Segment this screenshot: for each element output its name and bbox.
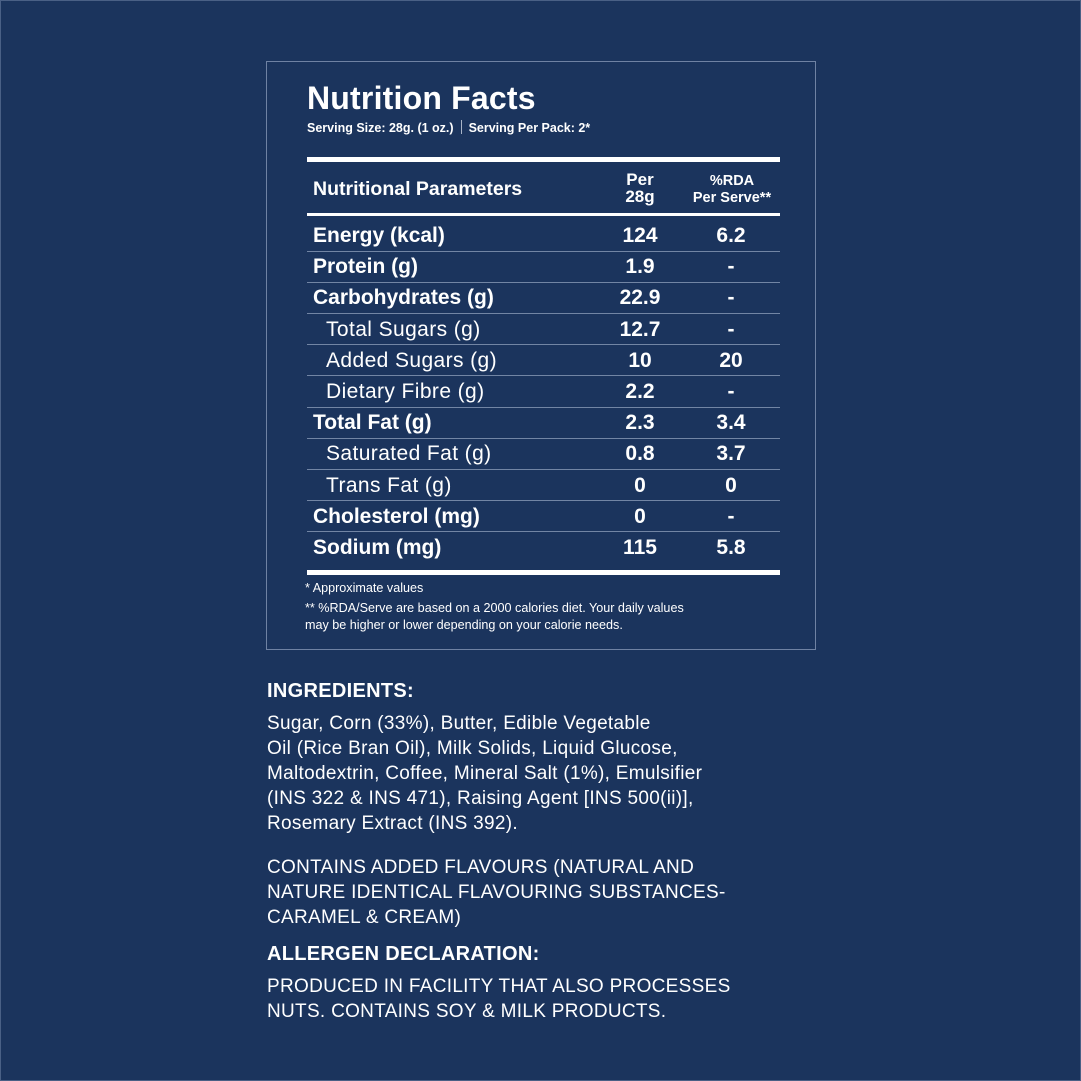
row-divider	[307, 437, 780, 439]
ingredients-line: (INS 322 & INS 471), Raising Agent [INS …	[267, 788, 694, 809]
header-rda: %RDA Per Serve**	[670, 173, 794, 207]
table-row: Total Sugars (g) 12.7 -	[307, 314, 780, 345]
rda-value: 20	[719, 348, 743, 372]
per-28g-value: 115	[623, 536, 657, 559]
table-row: Dietary Fibre (g) 2.2 -	[307, 376, 780, 407]
row-divider	[307, 500, 780, 502]
header-per-line2: 28g	[625, 187, 655, 206]
allergen-line: PRODUCED IN FACILITY THAT ALSO PROCESSES	[267, 976, 731, 997]
row-divider	[307, 250, 780, 252]
flavours-line: CONTAINS ADDED FLAVOURS (NATURAL AND	[267, 857, 695, 878]
serving-per-pack: Serving Per Pack: 2*	[468, 121, 591, 135]
table-row: Total Fat (g) 2.3 3.4	[307, 407, 780, 438]
per-28g-value: 124	[622, 224, 658, 247]
rda-value: -	[727, 317, 735, 341]
ingredients-line: Sugar, Corn (33%), Butter, Edible Vegeta…	[267, 713, 651, 734]
rda-value: -	[727, 255, 735, 279]
row-divider	[307, 344, 780, 346]
per-28g-value: 0.8	[625, 442, 655, 466]
row-divider	[307, 375, 780, 377]
bottom-rule	[307, 570, 780, 575]
row-divider	[307, 312, 780, 314]
header-rule	[307, 213, 780, 216]
nutrient-name: Saturated Fat (g)	[326, 442, 492, 466]
nutrient-name: Cholesterol (mg)	[313, 504, 480, 528]
ingredients-line: Oil (Rice Bran Oil), Milk Solids, Liquid…	[267, 738, 678, 759]
header-per-28g: Per 28g	[600, 171, 680, 205]
rda-value: 5.8	[716, 536, 746, 559]
nutrient-name: Total Sugars (g)	[326, 317, 481, 341]
serving-size: Serving Size: 28g. (1 oz.)	[307, 121, 454, 135]
row-divider	[307, 468, 780, 470]
per-28g-value: 2.2	[625, 380, 655, 403]
row-divider	[307, 281, 780, 283]
table-row: Trans Fat (g) 0 0	[307, 470, 780, 501]
rda-value: 6.2	[716, 224, 746, 247]
nutrient-name: Carbohydrates (g)	[313, 286, 494, 310]
nutrition-facts-panel	[266, 61, 816, 650]
flavours-line: CARAMEL & CREAM)	[267, 907, 462, 928]
header-rda-line1: %RDA	[709, 173, 755, 189]
per-28g-value: 12.7	[619, 317, 661, 341]
table-row: Added Sugars (g) 10 20	[307, 345, 780, 376]
flavours-line: NATURE IDENTICAL FLAVOURING SUBSTANCES-	[267, 882, 726, 903]
nutrient-name: Energy (kcal)	[313, 224, 445, 247]
row-divider	[307, 406, 780, 408]
nutrient-name: Dietary Fibre (g)	[326, 380, 485, 403]
row-divider	[307, 531, 780, 533]
table-row: Sodium (mg) 115 5.8	[307, 532, 780, 563]
rda-value: -	[727, 380, 735, 403]
per-28g-value: 10	[628, 348, 652, 372]
per-28g-value: 0	[634, 473, 646, 497]
per-28g-value: 22.9	[619, 286, 661, 310]
table-row: Saturated Fat (g) 0.8 3.7	[307, 438, 780, 469]
nutrition-title: Nutrition Facts	[307, 80, 536, 116]
header-rda-line2: Per Serve**	[692, 190, 772, 206]
header-nutritional-parameters: Nutritional Parameters	[313, 178, 523, 200]
rda-value: -	[727, 286, 735, 310]
serving-info: Serving Size: 28g. (1 oz.) Serving Per Pa…	[307, 120, 590, 135]
table-row: Carbohydrates (g) 22.9 -	[307, 282, 780, 313]
rda-value: 0	[725, 473, 737, 497]
ingredients-line: Rosemary Extract (INS 392).	[267, 813, 518, 834]
table-row: Energy (kcal) 124 6.2	[307, 220, 780, 251]
rda-value: -	[727, 504, 735, 528]
top-rule	[307, 157, 780, 162]
per-28g-value: 2.3	[625, 411, 655, 435]
serving-separator	[460, 120, 462, 134]
nutrient-name: Protein (g)	[313, 255, 418, 279]
allergen-heading: ALLERGEN DECLARATION:	[267, 943, 540, 965]
nutrient-name: Total Fat (g)	[313, 411, 432, 435]
table-row: Cholesterol (mg) 0 -	[307, 501, 780, 532]
nutrient-name: Sodium (mg)	[313, 536, 442, 559]
rda-value: 3.7	[716, 442, 746, 466]
ingredients-heading: INGREDIENTS:	[267, 680, 414, 702]
nutrient-name: Trans Fat (g)	[326, 473, 452, 497]
nutrient-name: Added Sugars (g)	[326, 348, 497, 372]
header-per-line1: Per	[626, 170, 654, 189]
rda-value: 3.4	[716, 411, 746, 435]
allergen-line: NUTS. CONTAINS SOY & MILK PRODUCTS.	[267, 1001, 667, 1022]
footnote-rda-2: may be higher or lower depending on your…	[305, 618, 623, 632]
per-28g-value: 0	[634, 504, 646, 528]
per-28g-value: 1.9	[625, 255, 655, 279]
footnote-rda-1: ** %RDA/Serve are based on a 2000 calori…	[305, 601, 684, 615]
footnote-approx: * Approximate values	[305, 581, 424, 595]
table-row: Protein (g) 1.9 -	[307, 251, 780, 282]
ingredients-line: Maltodextrin, Coffee, Mineral Salt (1%),…	[267, 763, 703, 784]
